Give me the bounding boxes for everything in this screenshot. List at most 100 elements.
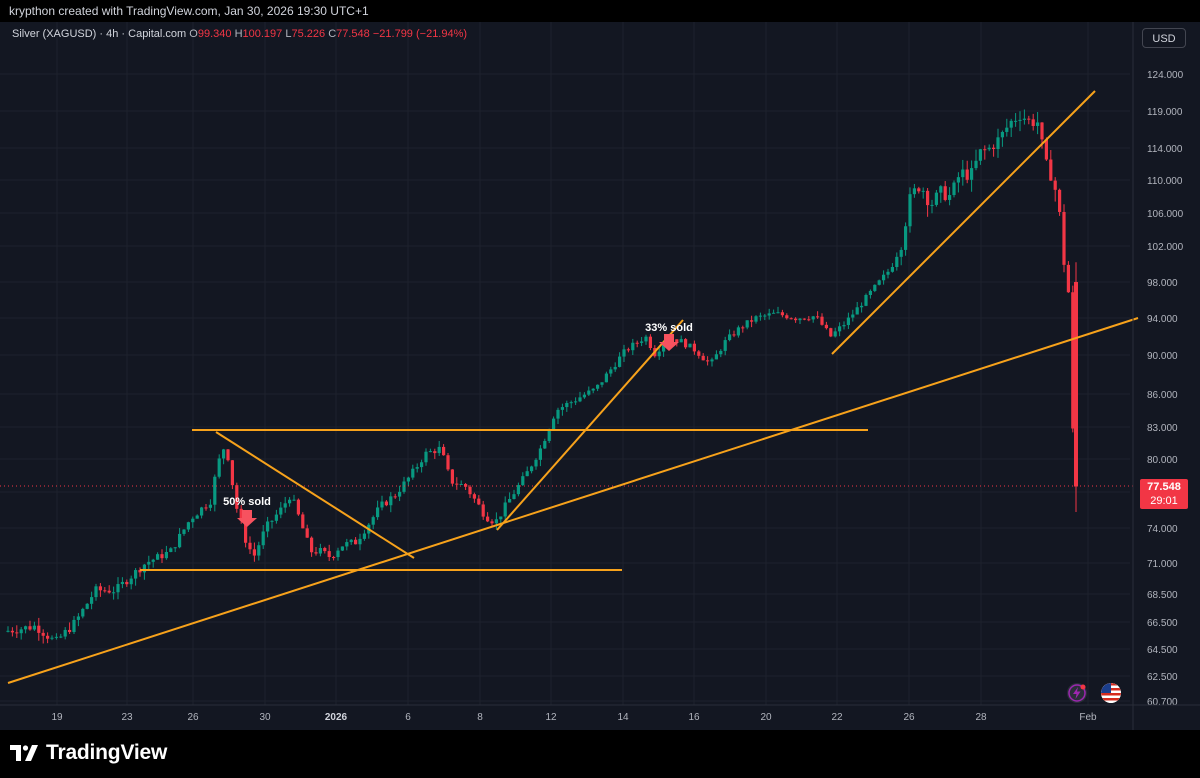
candle-body xyxy=(116,584,120,593)
candle-body xyxy=(930,204,934,206)
candle-body xyxy=(318,548,322,554)
time-tick-label: 8 xyxy=(477,712,483,723)
candle-body xyxy=(32,625,36,630)
candle-body xyxy=(28,626,32,630)
candle-body xyxy=(323,548,327,552)
candle-body xyxy=(618,356,622,367)
time-tick-label: 22 xyxy=(831,712,843,723)
candle-body xyxy=(327,551,331,558)
trendline[interactable] xyxy=(215,431,415,559)
candle-body xyxy=(15,632,19,634)
candle-body xyxy=(719,350,723,355)
candle-body xyxy=(587,390,591,395)
tradingview-logo[interactable]: TradingView xyxy=(10,741,167,765)
currency-button[interactable]: USD xyxy=(1142,28,1186,48)
sell-arrow-icon xyxy=(659,334,679,351)
candle-body xyxy=(147,561,151,565)
candle-body xyxy=(543,440,547,449)
candle-body xyxy=(1049,159,1053,181)
candle-body xyxy=(552,418,556,430)
candle-body xyxy=(609,369,613,374)
candle-body xyxy=(125,581,129,585)
candle-body xyxy=(961,169,965,178)
candle-body xyxy=(437,446,441,454)
price-tick-label: 74.000 xyxy=(1147,524,1178,535)
candle-body xyxy=(635,342,639,344)
candle-body xyxy=(160,554,164,559)
trendline[interactable] xyxy=(831,90,1096,355)
candle-body xyxy=(1022,118,1026,120)
candle-body xyxy=(472,494,476,499)
price-axis: 124.000 119.000 114.000 110.000 106.000 102.0… xyxy=(1132,22,1184,730)
candle-body xyxy=(767,313,771,316)
candle-body xyxy=(389,496,393,506)
candle-body xyxy=(970,168,974,180)
candle-body xyxy=(516,485,520,495)
candle-body xyxy=(785,315,789,319)
chart-area[interactable]: 50% sold 33% sold 124.000 119.000 114.000 11… xyxy=(0,22,1200,730)
candle-body xyxy=(996,137,1000,150)
candle-body xyxy=(1014,120,1018,122)
candle-body xyxy=(758,315,762,317)
candle-body xyxy=(736,327,740,336)
candlestick-chart[interactable]: 50% sold 33% sold 124.000 119.000 114.000 11… xyxy=(0,22,1200,730)
candle-body xyxy=(974,160,978,169)
candle-body xyxy=(952,182,956,196)
candle-body xyxy=(926,190,930,206)
candle-body xyxy=(574,401,578,403)
time-tick-label: 30 xyxy=(259,712,271,723)
us-flag-icon[interactable] xyxy=(1101,683,1121,703)
candle-body xyxy=(943,186,947,200)
candle-body xyxy=(226,449,230,461)
candle-body xyxy=(415,467,419,469)
sell-arrow-icon xyxy=(237,510,257,527)
candle-body xyxy=(142,564,146,573)
candle-body xyxy=(912,188,916,195)
candle-body xyxy=(1005,127,1009,132)
candle-body xyxy=(657,351,661,357)
candle-body xyxy=(992,147,996,150)
candle-body xyxy=(560,407,564,410)
trendline[interactable] xyxy=(496,319,684,531)
candle-body xyxy=(182,529,186,534)
candle-body xyxy=(288,499,292,504)
candle-body xyxy=(547,429,551,441)
candle-body xyxy=(899,249,903,257)
candle-body xyxy=(477,498,481,505)
candle-body xyxy=(1031,119,1035,126)
price-tick-label: 71.000 xyxy=(1147,559,1178,570)
candle-body xyxy=(239,508,243,521)
candle-body xyxy=(19,629,23,634)
candle-body xyxy=(420,462,424,468)
candle-body xyxy=(983,149,987,151)
price-tick-label: 83.000 xyxy=(1147,423,1178,434)
price-tick-label: 64.500 xyxy=(1147,645,1178,656)
candle-body xyxy=(1053,180,1057,190)
candle-body xyxy=(706,360,710,362)
candle-body xyxy=(345,542,349,547)
candle-body xyxy=(1018,119,1022,121)
candle-body xyxy=(235,485,239,509)
candle-body xyxy=(921,190,925,192)
candle-body xyxy=(710,359,714,362)
candle-body xyxy=(310,537,314,553)
lightning-icon[interactable] xyxy=(1067,683,1087,703)
last-price-badge: 77.548 29:01 xyxy=(1140,479,1188,509)
candle-body xyxy=(393,496,397,498)
candle-body xyxy=(164,551,168,559)
candle-body xyxy=(200,507,204,516)
candle-body xyxy=(802,318,806,320)
trendline[interactable] xyxy=(7,317,1139,684)
candle-body xyxy=(904,226,908,250)
candle-body xyxy=(398,491,402,497)
candle-body xyxy=(59,636,63,638)
candle-body xyxy=(10,630,14,633)
candle-body xyxy=(530,466,534,472)
candle-body xyxy=(1062,211,1066,265)
candle-body xyxy=(604,373,608,383)
candle-body xyxy=(763,315,767,317)
candle-body xyxy=(213,476,217,505)
sell-annotation-label: 50% sold xyxy=(223,496,271,508)
candle-body xyxy=(1044,139,1048,160)
candle-body xyxy=(433,451,437,454)
